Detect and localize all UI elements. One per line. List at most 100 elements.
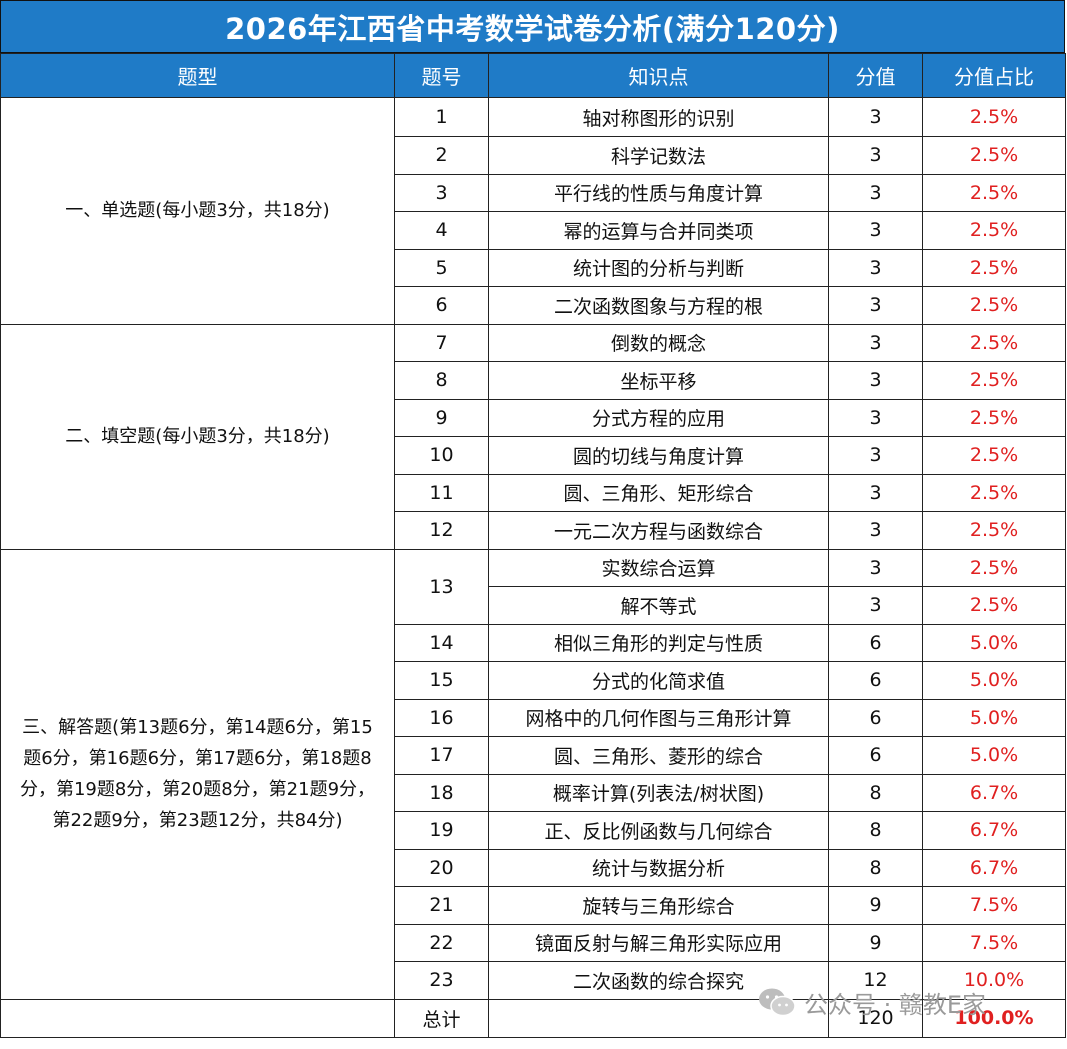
table-row: 18 概率计算(列表法/树状图) 8 6.7% [1, 773, 1066, 812]
question-number-cell: 1 [394, 97, 489, 137]
total-ratio-cell: 100.0% [922, 998, 1066, 1038]
total-type-cell [0, 998, 395, 1038]
table-row: 6 二次函数图象与方程的根 3 2.5% [1, 286, 1066, 325]
header-number: 题号 [394, 53, 489, 98]
question-number-cell: 10 [394, 436, 489, 475]
score-ratio-cell: 2.5% [922, 136, 1066, 175]
total-label-cell: 总计 [394, 998, 489, 1038]
sheet-title: 2026年江西省中考数学试卷分析(满分120分) [0, 0, 1065, 53]
header-type: 题型 [0, 53, 395, 98]
table-row: 8 坐标平移 3 2.5% [1, 361, 1066, 400]
knowledge-point-cell: 轴对称图形的识别 [488, 97, 829, 137]
score-ratio-cell: 2.5% [922, 436, 1066, 475]
question-number-cell: 14 [394, 623, 489, 662]
header-row: 题型 题号 知识点 分值 分值占比 [0, 53, 1066, 98]
score-cell: 6 [828, 623, 923, 662]
table-row: 17 圆、三角形、菱形的综合 6 5.0% [1, 736, 1066, 775]
question-number-cell: 6 [394, 286, 489, 325]
score-ratio-cell: 2.5% [922, 211, 1066, 250]
knowledge-point-cell: 概率计算(列表法/树状图) [488, 773, 829, 812]
question-number-cell: 16 [394, 698, 489, 737]
score-cell: 6 [828, 736, 923, 775]
knowledge-point-cell: 科学记数法 [488, 136, 829, 175]
score-cell: 3 [828, 97, 923, 137]
score-cell: 6 [828, 698, 923, 737]
table-row: 23 二次函数的综合探究 12 10.0% [1, 961, 1066, 1000]
knowledge-point-cell: 统计与数据分析 [488, 848, 829, 887]
header-knowledge: 知识点 [488, 53, 829, 98]
question-number-cell: 21 [394, 886, 489, 925]
total-score-cell: 120 [828, 998, 923, 1038]
score-cell: 9 [828, 923, 923, 962]
knowledge-point-cell: 二次函数图象与方程的根 [488, 286, 829, 325]
score-ratio-cell: 7.5% [922, 923, 1066, 962]
score-ratio-cell: 5.0% [922, 698, 1066, 737]
knowledge-point-cell: 分式的化简求值 [488, 661, 829, 700]
score-ratio-cell: 2.5% [922, 361, 1066, 400]
score-ratio-cell: 10.0% [922, 961, 1066, 1000]
score-ratio-cell: 5.0% [922, 736, 1066, 775]
header-ratio: 分值占比 [922, 53, 1066, 98]
score-cell: 3 [828, 173, 923, 212]
knowledge-point-cell: 解不等式 [488, 586, 829, 625]
knowledge-point-cell: 相似三角形的判定与性质 [488, 623, 829, 662]
question-number-cell: 9 [394, 398, 489, 437]
knowledge-point-cell: 圆、三角形、菱形的综合 [488, 736, 829, 775]
question-number-cell: 18 [394, 773, 489, 812]
knowledge-point-cell: 统计图的分析与判断 [488, 248, 829, 287]
knowledge-point-cell: 网格中的几何作图与三角形计算 [488, 698, 829, 737]
table-row: 解不等式 3 2.5% [1, 586, 1066, 625]
score-ratio-cell: 2.5% [922, 323, 1066, 362]
score-ratio-cell: 2.5% [922, 286, 1066, 325]
score-cell: 6 [828, 661, 923, 700]
score-cell: 8 [828, 773, 923, 812]
knowledge-point-cell: 圆、三角形、矩形综合 [488, 473, 829, 512]
score-cell: 3 [828, 398, 923, 437]
score-cell: 3 [828, 323, 923, 362]
question-number-cell: 8 [394, 361, 489, 400]
score-cell: 3 [828, 473, 923, 512]
score-ratio-cell: 5.0% [922, 623, 1066, 662]
score-ratio-cell: 5.0% [922, 661, 1066, 700]
knowledge-point-cell: 坐标平移 [488, 361, 829, 400]
question-number-cell: 22 [394, 923, 489, 962]
score-ratio-cell: 6.7% [922, 773, 1066, 812]
question-type-cell: 二、填空题(每小题3分，共18分) [0, 323, 395, 550]
total-knowledge-cell [488, 998, 829, 1038]
score-ratio-cell: 2.5% [922, 97, 1066, 137]
question-number-cell: 3 [394, 173, 489, 212]
score-ratio-cell: 2.5% [922, 248, 1066, 287]
question-number-cell: 17 [394, 736, 489, 775]
question-number-cell: 11 [394, 473, 489, 512]
table-row: 21 旋转与三角形综合 9 7.5% [1, 886, 1066, 925]
table-row: 一、单选题(每小题3分，共18分) 1 轴对称图形的识别 3 2.5% [0, 97, 1066, 325]
score-ratio-cell: 2.5% [922, 511, 1066, 550]
question-number-cell: 13 [394, 548, 489, 625]
score-cell: 3 [828, 211, 923, 250]
score-ratio-cell: 6.7% [922, 811, 1066, 850]
table-row: 14 相似三角形的判定与性质 6 5.0% [1, 623, 1066, 662]
score-ratio-cell: 2.5% [922, 173, 1066, 212]
score-cell: 3 [828, 361, 923, 400]
table-row: 4 幂的运算与合并同类项 3 2.5% [1, 211, 1066, 250]
analysis-table: 题型 题号 知识点 分值 分值占比 一、单选题(每小题3分，共18分) 1 轴对称图… [0, 53, 1066, 1038]
knowledge-point-cell: 二次函数的综合探究 [488, 961, 829, 1000]
score-cell: 8 [828, 811, 923, 850]
question-type-cell: 三、解答题(第13题6分，第14题6分，第15题6分，第16题6分，第17题6分… [0, 548, 395, 1000]
question-type-cell: 一、单选题(每小题3分，共18分) [0, 97, 395, 325]
score-ratio-cell: 2.5% [922, 473, 1066, 512]
knowledge-point-cell: 圆的切线与角度计算 [488, 436, 829, 475]
table-row: 二、填空题(每小题3分，共18分) 7 倒数的概念 3 2.5% [0, 323, 1066, 550]
knowledge-point-cell: 幂的运算与合并同类项 [488, 211, 829, 250]
score-cell: 12 [828, 961, 923, 1000]
question-number-cell: 4 [394, 211, 489, 250]
score-cell: 3 [828, 136, 923, 175]
table-row: 2 科学记数法 3 2.5% [1, 136, 1066, 175]
table-row: 16 网格中的几何作图与三角形计算 6 5.0% [1, 698, 1066, 737]
table-row: 3 平行线的性质与角度计算 3 2.5% [1, 173, 1066, 212]
question-number-cell: 2 [394, 136, 489, 175]
question-number-cell: 12 [394, 511, 489, 550]
table-row: 10 圆的切线与角度计算 3 2.5% [1, 436, 1066, 475]
score-ratio-cell: 2.5% [922, 586, 1066, 625]
